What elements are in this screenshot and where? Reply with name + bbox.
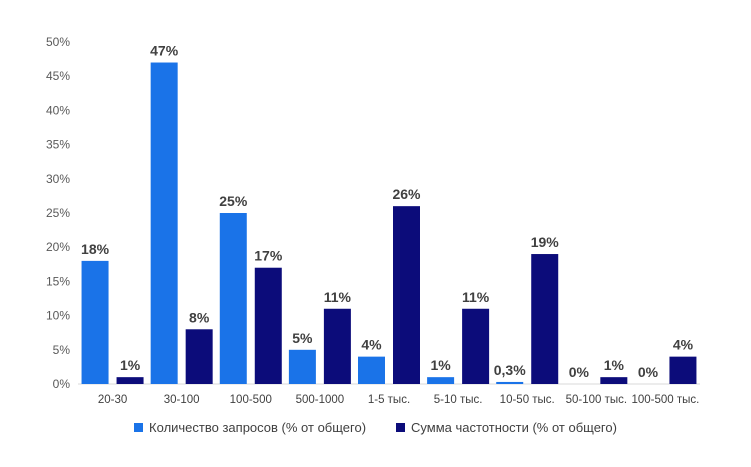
data-label: 18% [81,241,110,257]
y-tick-label: 35% [46,138,70,152]
data-label: 0,3% [494,362,526,378]
y-tick-label: 30% [46,172,70,186]
y-tick-label: 0% [53,377,71,391]
x-tick-label: 20-30 [98,394,127,406]
x-tick-label: 100-500 тыс. [631,394,699,406]
y-tick-label: 15% [46,274,70,288]
legend-label-frequency: Сумма частотности (% от общего) [411,420,617,435]
legend-item-frequency: Сумма частотности (% от общего) [396,420,617,435]
bar-frequency [669,356,697,384]
bar-requests [427,377,455,384]
bar-frequency [116,377,144,384]
bar-frequency [185,329,213,384]
data-label: 19% [531,234,560,250]
legend-label-requests: Количество запросов (% от общего) [149,420,367,435]
x-tick-label: 100-500 [230,394,272,406]
data-label: 1% [120,357,141,373]
data-label: 1% [604,357,625,373]
y-tick-label: 20% [46,240,70,254]
data-label: 26% [392,186,421,202]
bar-requests [288,349,316,384]
data-label: 4% [673,337,694,353]
data-label: 5% [292,330,313,346]
bar-requests [81,260,109,384]
legend-item-requests: Количество запросов (% от общего) [134,420,366,435]
bar-frequency [600,377,628,384]
y-tick-label: 10% [46,309,70,323]
x-tick-label: 50-100 тыс. [566,394,627,406]
data-label: 4% [361,337,382,353]
bar-frequency [531,254,559,384]
bar-frequency [462,308,490,384]
data-label: 25% [219,193,248,209]
legend-swatch-requests [134,423,144,432]
bar-requests [496,381,524,384]
y-tick-label: 40% [46,103,70,117]
data-label: 1% [430,357,451,373]
data-label: 0% [638,364,659,380]
data-label: 11% [324,289,352,305]
y-tick-label: 50% [46,35,70,49]
legend-swatch-frequency [396,423,406,432]
data-label: 47% [150,43,179,59]
bar-frequency [254,267,282,384]
y-tick-label: 25% [46,206,70,220]
x-tick-label: 500-1000 [296,394,345,406]
x-tick-label: 10-50 тыс. [500,394,555,406]
data-label: 17% [254,248,283,264]
bar-requests [150,62,178,385]
bar-requests [358,356,385,384]
data-label: 8% [189,309,210,325]
x-tick-label: 30-100 [164,394,200,406]
data-label: 11% [462,289,490,305]
y-tick-label: 5% [53,343,71,357]
bar-chart: 0% 5% 10% 15% 20% 25% 30% 35% 40% 45% 50% 18% 1% 20-3… [46,35,700,406]
bar-frequency [393,206,420,384]
bar-requests [219,213,247,384]
bar-frequency [323,308,351,384]
chart-legend: Количество запросов (% от общего) Сумма … [0,420,751,435]
x-tick-label: 1-5 тыс. [368,394,410,406]
x-tick-label: 5-10 тыс. [434,394,483,406]
y-tick-label: 45% [46,69,70,83]
data-label: 0% [569,364,590,380]
